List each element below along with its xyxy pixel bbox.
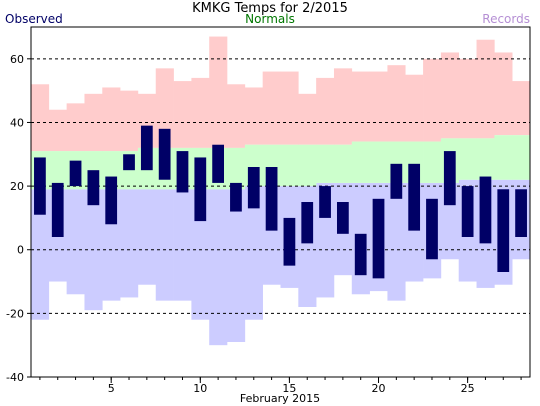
record-high-bar xyxy=(369,71,388,142)
record-low-bar xyxy=(387,182,406,301)
axis-layer: -40 -20 0 20 40 60 5 10 15 20 25 xyxy=(6,53,522,395)
y-tick-label: 60 xyxy=(10,53,24,66)
observed-bar xyxy=(51,182,64,237)
observed-bar xyxy=(515,189,527,237)
observed-bar xyxy=(426,198,438,260)
record-high-bar xyxy=(191,77,210,148)
record-low-bar xyxy=(155,189,174,301)
observed-bar xyxy=(87,170,100,206)
record-high-bar xyxy=(351,71,370,142)
observed-bar xyxy=(265,167,278,231)
observed-bar xyxy=(301,202,314,244)
record-low-bar xyxy=(120,189,139,298)
normal-range-bar xyxy=(298,144,317,187)
observed-bar xyxy=(372,198,385,279)
legend-observed: Observed xyxy=(5,12,63,26)
observed-bar xyxy=(479,176,492,244)
normal-range-bar xyxy=(494,135,513,180)
record-high-bar xyxy=(244,87,263,145)
normal-range-bar xyxy=(280,144,299,187)
record-high-bar xyxy=(280,71,299,145)
chart-title: KMKG Temps for 2/2015 xyxy=(192,1,348,16)
record-high-bar xyxy=(48,109,67,152)
y-tick-label: 0 xyxy=(17,244,24,257)
record-high-bar xyxy=(155,68,174,148)
record-high-bar xyxy=(173,81,192,148)
record-low-bar xyxy=(209,189,228,346)
record-high-bar xyxy=(458,58,477,139)
record-high-bar xyxy=(333,68,353,145)
record-low-bar xyxy=(244,186,263,320)
observed-bar xyxy=(212,144,225,183)
observed-layer xyxy=(34,125,527,279)
observed-bar xyxy=(354,233,367,276)
observed-bar xyxy=(158,128,171,180)
y-tick-label: -20 xyxy=(6,307,24,320)
record-low-bar xyxy=(173,189,192,301)
normal-range-bar xyxy=(476,138,495,180)
record-high-bar xyxy=(405,74,424,142)
observed-bar xyxy=(105,176,118,225)
legend-records: Records xyxy=(482,12,530,26)
observed-bar xyxy=(140,125,153,171)
observed-bar xyxy=(230,182,242,212)
record-low-bar xyxy=(227,189,246,342)
record-high-bar xyxy=(440,52,460,139)
observed-bar xyxy=(69,160,82,187)
record-high-bar xyxy=(209,36,228,148)
x-tick-label: 5 xyxy=(108,382,115,395)
record-high-bar xyxy=(423,58,442,142)
record-high-bar xyxy=(66,103,85,152)
observed-bar xyxy=(443,151,456,206)
x-tick-label: 20 xyxy=(372,382,386,395)
x-tick-label: 15 xyxy=(282,382,296,395)
x-axis-label: February 2015 xyxy=(240,392,320,405)
record-low-bar xyxy=(137,189,157,285)
observed-bar xyxy=(34,157,46,215)
observed-bar xyxy=(247,167,260,209)
record-high-bar xyxy=(494,52,513,136)
normal-range-bar xyxy=(48,151,67,190)
observed-bar xyxy=(283,217,296,266)
record-high-bar xyxy=(31,84,50,152)
observed-bar xyxy=(336,202,349,234)
normal-range-bar xyxy=(369,141,388,183)
record-high-bar xyxy=(387,65,406,142)
observed-bar xyxy=(319,186,331,218)
y-tick-label: 20 xyxy=(10,180,24,193)
record-high-bar xyxy=(102,87,121,152)
record-high-bar xyxy=(227,84,246,148)
x-tick-label: 25 xyxy=(461,382,475,395)
observed-bar xyxy=(408,163,421,231)
record-low-bar xyxy=(191,189,210,320)
observed-bar xyxy=(176,151,189,193)
record-high-bar xyxy=(262,71,281,145)
normal-range-bar xyxy=(458,138,477,180)
normal-range-bar xyxy=(316,144,335,183)
plot-frame xyxy=(30,26,531,378)
normal-range-bar xyxy=(227,147,246,190)
record-high-bar xyxy=(476,39,495,139)
record-high-bar xyxy=(316,77,335,145)
x-tick-label: 10 xyxy=(193,382,207,395)
record-high-bar xyxy=(120,90,139,152)
observed-bar xyxy=(123,154,135,171)
observed-bar xyxy=(497,189,510,272)
normal-range-bar xyxy=(333,144,353,183)
normal-range-bar xyxy=(423,141,442,183)
legend-normals: Normals xyxy=(245,12,295,26)
record-low-bar xyxy=(66,189,85,295)
record-high-bar xyxy=(512,81,531,136)
observed-bar xyxy=(390,163,403,199)
record-high-bar xyxy=(298,93,317,145)
normal-range-bar xyxy=(512,135,531,180)
y-tick-label: -40 xyxy=(6,371,24,384)
observed-bar xyxy=(194,157,207,222)
normal-range-bar xyxy=(351,141,370,183)
record-low-bar xyxy=(31,189,50,320)
observed-bar xyxy=(461,186,474,237)
y-tick-label: 40 xyxy=(10,116,24,129)
